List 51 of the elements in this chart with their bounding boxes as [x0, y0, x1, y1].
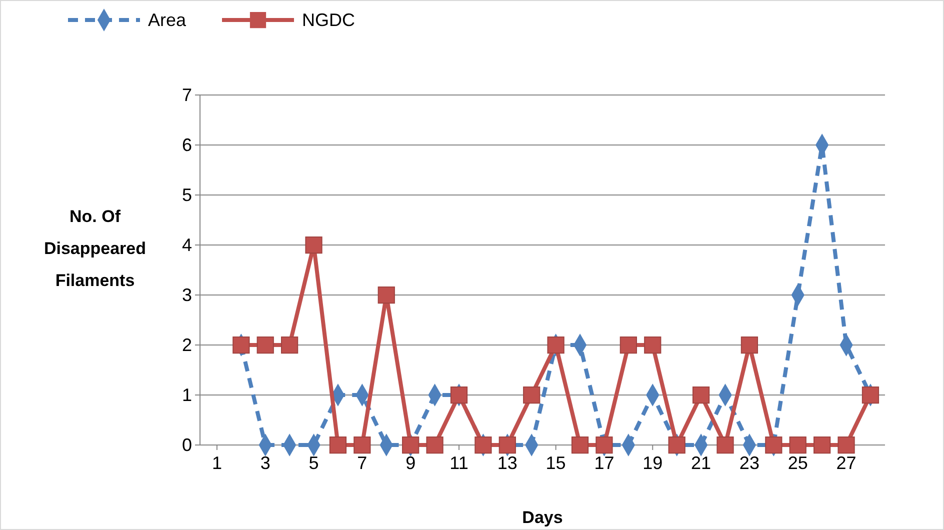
point: [620, 336, 637, 354]
point: [547, 336, 564, 354]
point: [644, 336, 662, 354]
point: [765, 436, 782, 454]
x-tick-label: 11: [450, 453, 468, 474]
point: [740, 336, 758, 354]
point: [354, 436, 371, 454]
point: [474, 436, 492, 454]
y-axis-title: No. Of Disappeared Filaments: [44, 207, 146, 290]
point: [305, 236, 322, 254]
x-tick-label: 7: [357, 453, 368, 474]
y-tick-label: 7: [182, 84, 192, 105]
point: [692, 386, 710, 404]
point: [498, 436, 516, 454]
y-tick-label: 0: [182, 434, 192, 455]
point: [232, 336, 250, 354]
x-tick-label: 15: [546, 453, 566, 474]
y-tick-label: 3: [182, 284, 192, 305]
point: [329, 436, 347, 454]
y-tick-label: 2: [182, 334, 192, 355]
point: [378, 286, 395, 304]
point: [668, 436, 686, 454]
point: [571, 436, 589, 454]
point: [426, 436, 444, 454]
x-tick-label: 25: [788, 453, 808, 474]
x-tick-label: 23: [739, 453, 760, 474]
y-tick-label: 4: [182, 234, 192, 255]
point: [716, 436, 734, 454]
x-tick-label: 13: [497, 453, 518, 474]
x-tick-label: 3: [260, 453, 270, 474]
point: [523, 386, 540, 404]
x-tick-label: 17: [594, 453, 614, 474]
x-tick-label: 21: [691, 453, 712, 474]
x-tick-label: 9: [406, 453, 416, 474]
x-tick-label: 1: [212, 453, 222, 474]
y-tick-label: 5: [182, 184, 192, 205]
point: [838, 436, 855, 454]
x-tick-label: 19: [642, 453, 663, 474]
x-tick-label: 5: [308, 453, 319, 474]
point: [789, 436, 806, 454]
legend-label: Area: [148, 10, 188, 30]
point: [280, 336, 298, 354]
y-tick-label: 1: [182, 384, 192, 405]
point: [402, 436, 420, 454]
x-tick-label: 27: [836, 453, 856, 474]
point: [814, 436, 831, 454]
point: [256, 336, 274, 354]
y-tick-label: 6: [182, 134, 192, 155]
point: [596, 436, 613, 454]
x-axis-title: Days: [522, 508, 563, 527]
legend-label: NGDC: [302, 10, 355, 30]
